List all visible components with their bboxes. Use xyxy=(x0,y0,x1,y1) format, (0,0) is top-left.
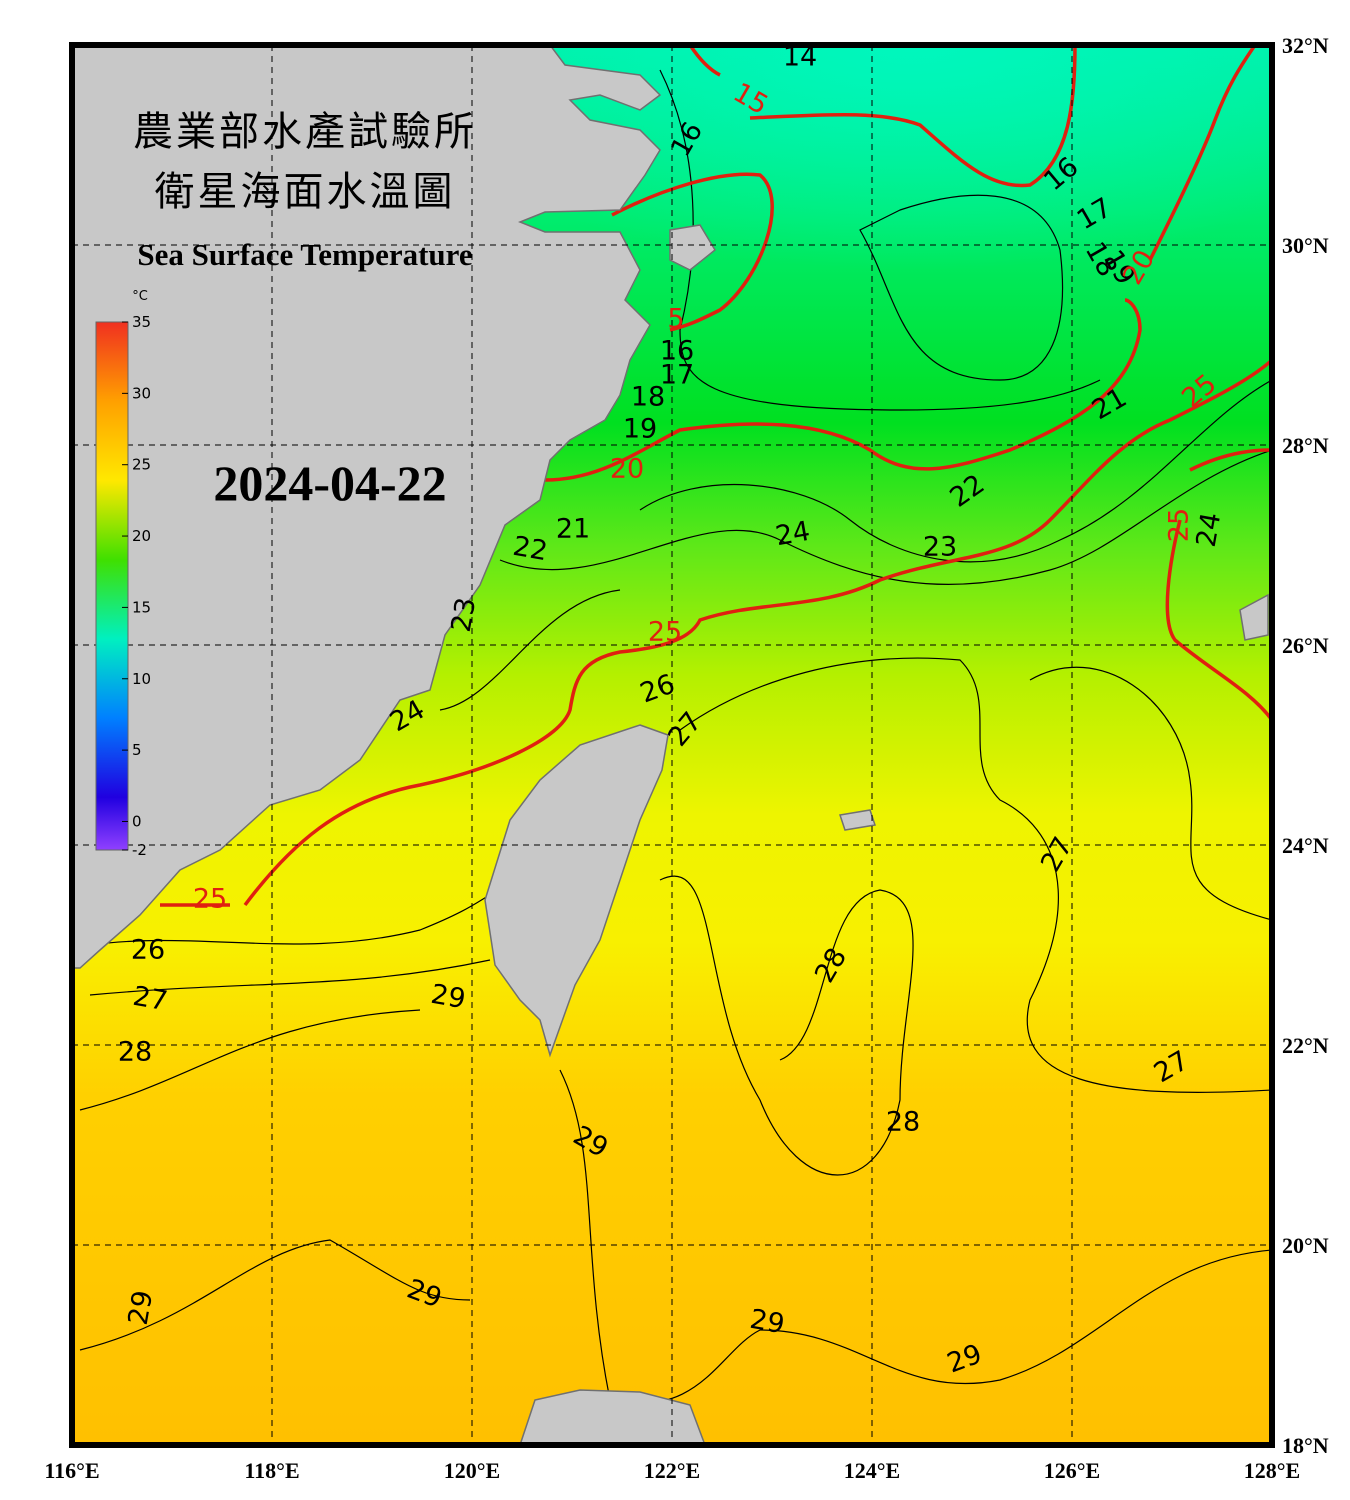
contour-line xyxy=(859,194,1064,381)
contour-line xyxy=(1029,666,1272,921)
map-area xyxy=(72,45,1272,1445)
contour-label: 29 xyxy=(123,1288,159,1327)
contour-label: 14 xyxy=(783,42,817,73)
islands xyxy=(839,809,876,831)
contour-line-25 xyxy=(1165,519,1272,722)
contour-label: 20 xyxy=(610,454,644,485)
lon-tick-label: 116°E xyxy=(44,1458,99,1483)
lon-tick-label: 128°E xyxy=(1244,1458,1300,1483)
lon-tick-label: 118°E xyxy=(244,1458,299,1483)
colorbar-unit: °C xyxy=(132,289,148,304)
colorbar xyxy=(95,321,129,851)
contour-line-20 xyxy=(544,298,1142,482)
colorbar-tick-label: 0 xyxy=(132,812,142,830)
luzon xyxy=(519,1389,706,1445)
lon-tick-label: 122°E xyxy=(644,1458,700,1483)
contour-line-15 xyxy=(611,172,774,332)
contour-label: 25 xyxy=(648,617,682,648)
contour-line xyxy=(439,589,621,711)
date: 2024-04-22 xyxy=(213,455,446,511)
land xyxy=(72,45,1269,1445)
contour-label: 22 xyxy=(511,531,550,567)
islands xyxy=(669,224,716,271)
contour-label: 5 xyxy=(667,304,684,335)
colorbar-tick-label: 20 xyxy=(132,527,151,545)
contour-line-15 xyxy=(749,45,1077,188)
colorbar-tick-label: 15 xyxy=(132,598,151,616)
contour-line xyxy=(559,1069,1272,1405)
lat-tick-label: 18°N xyxy=(1282,1433,1329,1458)
contour-line-25 xyxy=(243,358,1272,907)
contour-line-25 xyxy=(1189,448,1272,472)
colorbar-tick-label: 5 xyxy=(132,741,142,759)
contour-line xyxy=(79,1239,471,1351)
lat-tick-label: 26°N xyxy=(1282,633,1329,658)
mainland xyxy=(72,45,662,969)
colorbar-tick-label: 10 xyxy=(132,670,151,688)
contour-line xyxy=(659,69,1101,411)
title-zh-2: 衛星海面水溫圖 xyxy=(155,169,456,214)
colorbar-tick-label: 35 xyxy=(132,313,151,331)
lon-tick-label: 126°E xyxy=(1044,1458,1100,1483)
lon-tick-label: 124°E xyxy=(844,1458,900,1483)
lat-tick-label: 30°N xyxy=(1282,233,1329,258)
contour-line xyxy=(659,875,914,1176)
contour-label: 23 xyxy=(446,595,482,634)
lat-tick-label: 20°N xyxy=(1282,1233,1329,1258)
contour-label: 24 xyxy=(773,516,812,552)
contour-label: 23 xyxy=(923,532,957,563)
contour-label: 21 xyxy=(556,514,590,545)
colorbar-tick-label: -2 xyxy=(132,841,147,859)
contour-line-15 xyxy=(688,45,721,77)
contour-label: 19 xyxy=(623,414,657,445)
contour-line xyxy=(89,959,491,996)
colorbar-tick-label: 25 xyxy=(132,456,151,474)
contour-line xyxy=(89,894,491,946)
lon-tick-label: 120°E xyxy=(444,1458,500,1483)
contour-label: 24 xyxy=(1191,510,1227,549)
contour-label: 17 xyxy=(660,360,694,391)
lat-tick-label: 28°N xyxy=(1282,433,1329,458)
contour-label: 26 xyxy=(131,935,165,966)
contour-label: 25 xyxy=(193,884,227,915)
contour-line xyxy=(679,657,1272,1093)
title-en: Sea Surface Temperature xyxy=(137,237,472,272)
graticule xyxy=(72,45,1272,1445)
lat-tick-label: 32°N xyxy=(1282,33,1329,58)
contours-major xyxy=(160,45,1272,907)
contour-label: 27 xyxy=(131,981,170,1017)
colorbar-tick-label: 30 xyxy=(132,384,151,402)
frame xyxy=(69,42,1275,1448)
contour-label: 28 xyxy=(118,1037,152,1068)
contours xyxy=(79,69,1272,1405)
lat-tick-label: 22°N xyxy=(1282,1033,1329,1058)
lat-tick-label: 24°N xyxy=(1282,833,1329,858)
taiwan xyxy=(484,724,669,1058)
islands xyxy=(1239,593,1269,641)
contour-label: 25 xyxy=(1164,508,1195,542)
contour-line xyxy=(79,1009,421,1111)
contour-label: 28 xyxy=(886,1107,920,1138)
contour-label: 29 xyxy=(748,1304,787,1340)
contour-label: 29 xyxy=(429,979,468,1015)
title-zh-1: 農業部水產試驗所 xyxy=(133,109,477,154)
contour-label: 16 xyxy=(660,336,694,367)
contour-line-20 xyxy=(1148,45,1257,261)
contour-label: 18 xyxy=(631,382,665,413)
